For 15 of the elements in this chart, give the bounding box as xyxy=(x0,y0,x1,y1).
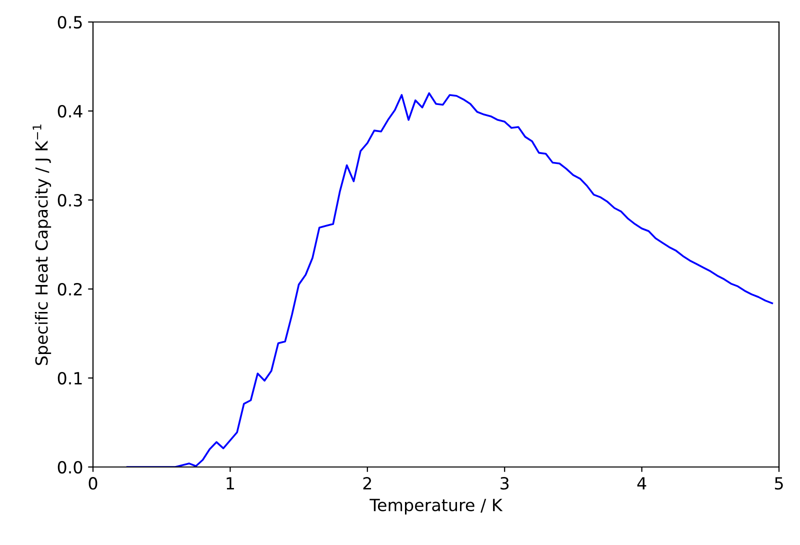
x-tick-label: 3 xyxy=(500,477,509,490)
x-tick-label: 0 xyxy=(88,477,98,490)
x-axis-title: Temperature / K xyxy=(370,498,503,515)
line-series xyxy=(126,92,774,467)
x-tick-label: 5 xyxy=(774,477,783,490)
y-tick-label: 0.2 xyxy=(58,282,82,296)
x-tick-label: 1 xyxy=(226,477,234,490)
y-tick-label: 0.1 xyxy=(58,372,82,385)
x-tick-label: 4 xyxy=(637,477,646,490)
y-tick-label: 0.4 xyxy=(58,104,82,118)
y-tick-label: 0.5 xyxy=(58,16,82,29)
y-tick-label: 0.3 xyxy=(58,194,82,207)
x-tick-label: 2 xyxy=(363,477,372,490)
y-axis-title: Specific Heat Capacity / J K$^{−1}$ xyxy=(32,124,52,365)
y-tick-label: 0.0 xyxy=(58,460,82,474)
